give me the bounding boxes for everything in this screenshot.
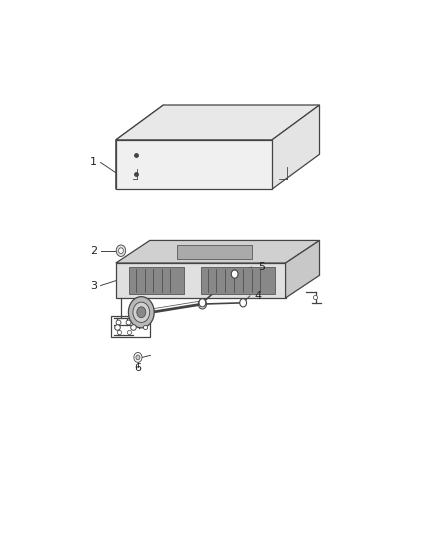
Polygon shape	[286, 240, 319, 298]
Polygon shape	[116, 105, 163, 189]
Circle shape	[133, 302, 150, 322]
Circle shape	[137, 307, 146, 318]
Circle shape	[240, 298, 247, 307]
Polygon shape	[130, 267, 184, 294]
Polygon shape	[201, 267, 276, 294]
Polygon shape	[272, 105, 320, 189]
Circle shape	[134, 352, 142, 362]
Circle shape	[136, 355, 140, 360]
Text: 1: 1	[90, 157, 97, 167]
Polygon shape	[116, 105, 320, 140]
Text: 6: 6	[134, 362, 141, 373]
Text: 5: 5	[258, 262, 265, 272]
Polygon shape	[177, 245, 251, 259]
Circle shape	[199, 298, 206, 307]
Circle shape	[128, 297, 154, 328]
Circle shape	[231, 270, 238, 278]
Polygon shape	[116, 140, 272, 189]
Text: 3: 3	[90, 280, 97, 290]
Polygon shape	[116, 240, 319, 263]
Circle shape	[198, 299, 206, 309]
Text: 2: 2	[90, 246, 97, 256]
Text: 4: 4	[255, 291, 262, 301]
Circle shape	[119, 248, 124, 254]
Circle shape	[116, 245, 126, 256]
Polygon shape	[116, 263, 286, 298]
